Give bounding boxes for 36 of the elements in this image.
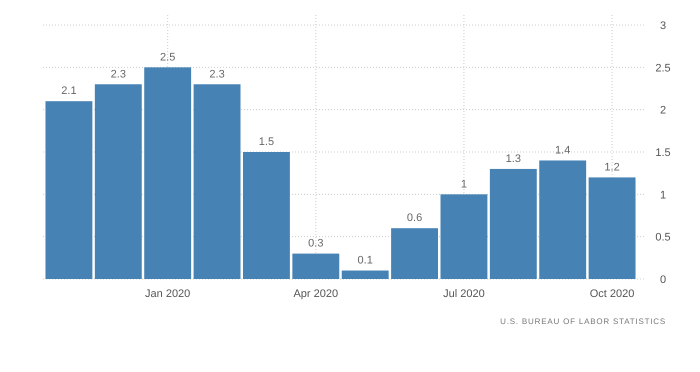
y-tick-label: 2 [660, 104, 666, 117]
data-label: 2.1 [61, 85, 77, 98]
bar [144, 67, 192, 279]
bar [242, 152, 290, 279]
y-tick-label: 0.5 [655, 232, 671, 244]
bar [292, 254, 340, 279]
bar [94, 84, 142, 279]
data-label: 2.3 [110, 68, 126, 80]
bar [539, 160, 586, 279]
bar [194, 84, 241, 279]
y-tick-label: 0 [660, 274, 666, 286]
x-tick-label: Apr 2020 [293, 288, 338, 300]
data-label: 2.5 [160, 51, 176, 64]
data-label: 1 [460, 178, 468, 190]
bar [342, 270, 389, 279]
y-tick-label: 3 [660, 20, 666, 32]
data-label: 0.1 [358, 254, 373, 267]
bar [391, 228, 438, 279]
y-tick-label: 1.5 [655, 147, 671, 159]
data-label: 1.4 [555, 144, 570, 156]
data-label: 0.3 [308, 238, 324, 250]
bar [440, 194, 488, 279]
x-tick-label: Oct 2020 [590, 288, 634, 300]
data-label: 1.5 [258, 136, 274, 148]
data-label: 0.6 [406, 212, 422, 224]
data-label: 1.2 [604, 161, 620, 174]
x-tick-label: Jul 2020 [443, 288, 485, 300]
bar [588, 177, 636, 279]
data-label: 2.3 [209, 68, 225, 80]
data-label: 1.3 [506, 152, 521, 165]
y-tick-label: 2.5 [655, 62, 671, 74]
x-tick-label: Jan 2020 [145, 288, 190, 300]
bar [490, 168, 537, 279]
text: U.S. BUREAU OF LABOR STATISTICS [500, 317, 666, 326]
bar [45, 101, 92, 279]
y-tick-label: 1 [660, 189, 666, 202]
